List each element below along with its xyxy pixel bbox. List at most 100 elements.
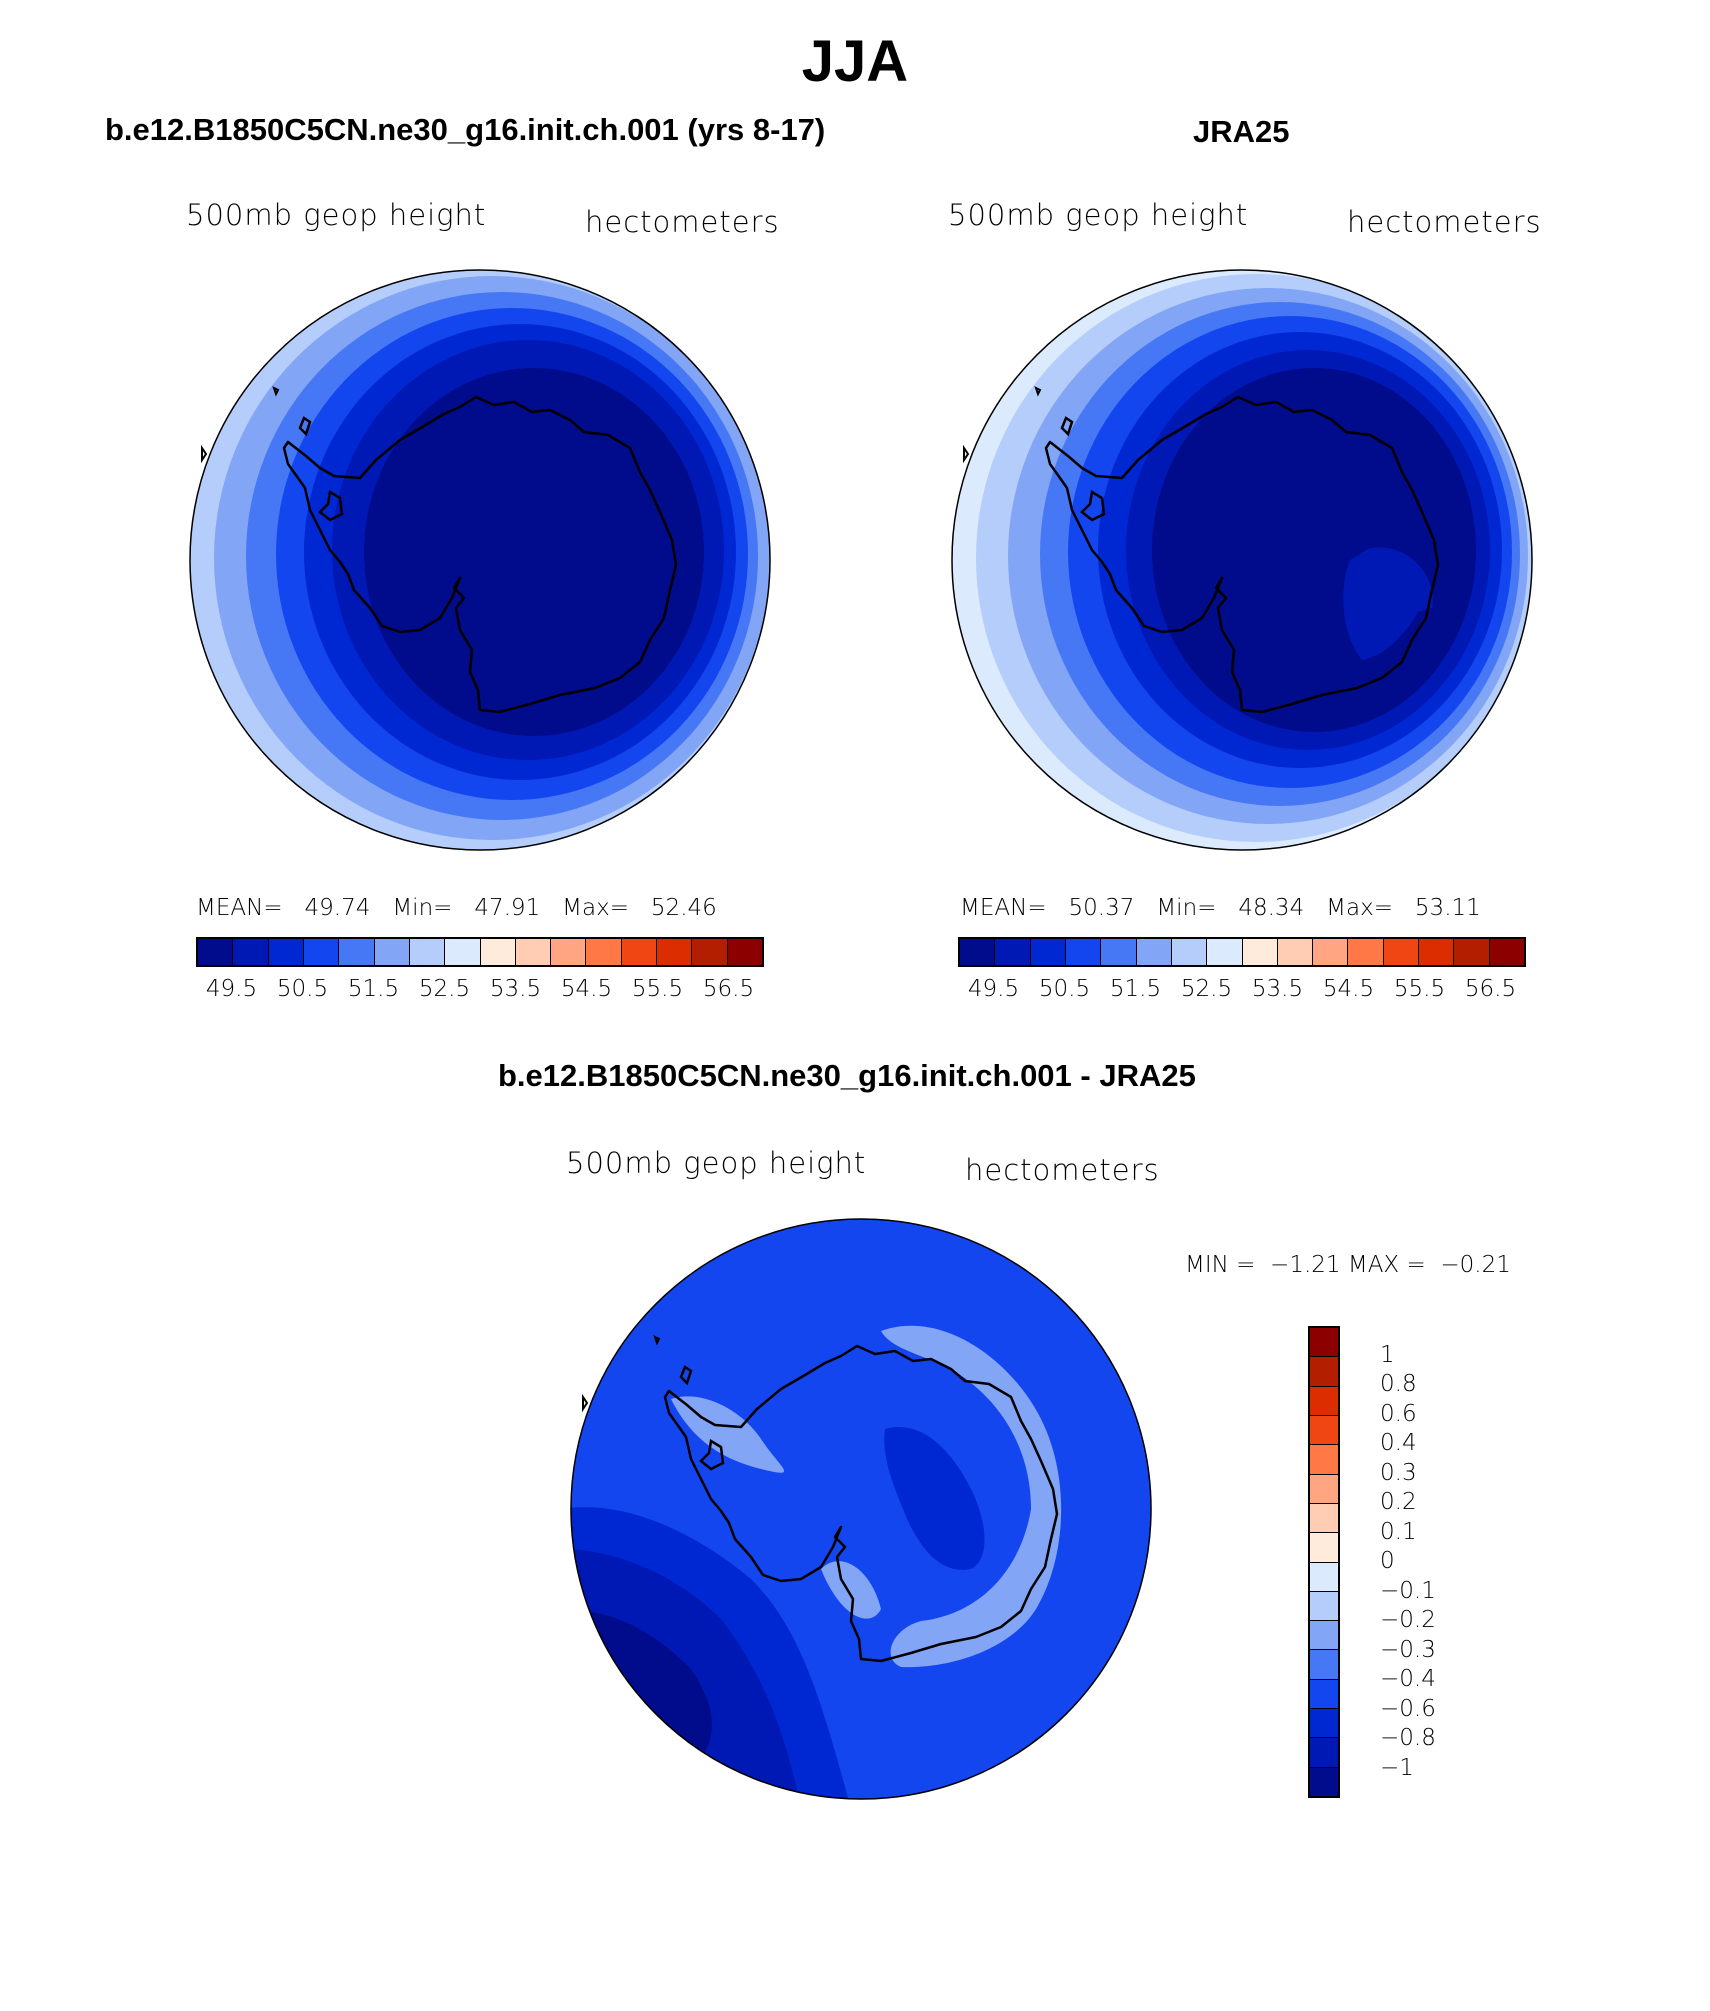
- right-variable-label: 500mb geop height: [948, 198, 1249, 232]
- left-mean-value: 49.74: [304, 895, 371, 921]
- colorbar-tick-label: −0.6: [1380, 1695, 1436, 1722]
- diff-colorbar: [1308, 1326, 1340, 1798]
- colorbar-tick-label: 55.5: [1393, 976, 1446, 1002]
- diff-panel-title: b.e12.B1850C5CN.ne30_g16.init.ch.001 - J…: [498, 1058, 1196, 1093]
- colorbar-swatch: [1310, 1650, 1338, 1680]
- colorbar-swatch: [198, 939, 234, 965]
- colorbar-tick-label: 49.5: [967, 976, 1020, 1002]
- colorbar-tick-label: 0.6: [1380, 1400, 1417, 1427]
- right-units-label: hectometers: [1347, 205, 1542, 239]
- right-min-value: 48.34: [1238, 895, 1305, 921]
- left-panel-title: b.e12.B1850C5CN.ne30_g16.init.ch.001 (yr…: [105, 112, 826, 147]
- right-mean-value: 50.37: [1068, 895, 1135, 921]
- colorbar-tick-label: 54.5: [560, 976, 613, 1002]
- colorbar-tick-label: 51.5: [347, 976, 400, 1002]
- colorbar-swatch: [515, 939, 552, 965]
- geopotential-contour-band: [1343, 547, 1433, 660]
- geopotential-contour-band: [1152, 368, 1476, 732]
- colorbar-tick-label: 1: [1380, 1341, 1395, 1368]
- colorbar-tick-label: 0.4: [1380, 1430, 1417, 1456]
- colorbar-swatch: [409, 939, 446, 965]
- left-min-label: Min=: [392, 895, 453, 921]
- colorbar-tick-label: −0.4: [1380, 1666, 1436, 1692]
- left-variable-label: 500mb geop height: [186, 198, 487, 232]
- colorbar-swatch: [1310, 1738, 1338, 1768]
- colorbar-swatch: [727, 939, 762, 965]
- colorbar-swatch: [1419, 939, 1455, 965]
- right-panel-title: JRA25: [1193, 114, 1290, 149]
- colorbar-swatch: [586, 939, 622, 965]
- colorbar-swatch: [233, 939, 269, 965]
- right-stats: MEAN= 50.37 Min= 48.34 Max= 53.11: [960, 895, 1481, 921]
- colorbar-swatch: [1454, 939, 1490, 965]
- diff-max-value: −0.21: [1440, 1252, 1511, 1278]
- colorbar-swatch: [1310, 1562, 1338, 1592]
- colorbar-tick-label: 50.5: [1038, 976, 1091, 1002]
- left-max-label: Max=: [562, 895, 629, 921]
- colorbar-swatch: [551, 939, 587, 965]
- right-polar-map: [951, 269, 1533, 851]
- colorbar-tick-label: 51.5: [1109, 976, 1162, 1002]
- left-colorbar: [196, 937, 764, 967]
- difference-field: [571, 1219, 1151, 1799]
- colorbar-swatch: [1101, 939, 1137, 965]
- colorbar-swatch: [1310, 1591, 1338, 1622]
- right-colorbar: [958, 937, 1526, 967]
- colorbar-swatch: [1171, 939, 1208, 965]
- left-max-value: 52.46: [650, 895, 717, 921]
- colorbar-swatch: [621, 939, 658, 965]
- map-boundary: [570, 1218, 1152, 1800]
- right-mean-label: MEAN=: [960, 895, 1047, 921]
- colorbar-swatch: [960, 939, 996, 965]
- colorbar-swatch: [1489, 939, 1524, 965]
- right-max-value: 53.11: [1414, 895, 1481, 921]
- colorbar-tick-label: 0.1: [1380, 1518, 1417, 1545]
- colorbar-swatch: [1207, 939, 1243, 965]
- antarctica-coastline: [663, 1344, 1059, 1663]
- colorbar-swatch: [692, 939, 728, 965]
- colorbar-swatch: [268, 939, 304, 965]
- colorbar-tick-label: 55.5: [631, 976, 684, 1002]
- colorbar-swatch: [1383, 939, 1420, 965]
- colorbar-swatch: [1310, 1415, 1338, 1446]
- colorbar-tick-label: 49.5: [205, 976, 258, 1002]
- colorbar-swatch: [303, 939, 340, 965]
- colorbar-swatch: [1310, 1386, 1338, 1416]
- diff-colorbar-ticks: 1 0.8 0.6 0.4 0.3 0.2 0.1 0 −0.1 −0.2 −0.3 −0.4 −0.6…: [1380, 1326, 1500, 1798]
- colorbar-tick-label: 53.5: [1251, 976, 1304, 1002]
- peninsula-islands: [679, 1365, 725, 1471]
- left-min-value: 47.91: [474, 895, 541, 921]
- colorbar-swatch: [1310, 1709, 1338, 1739]
- difference-contour-band: [884, 1427, 985, 1570]
- left-mean-label: MEAN=: [196, 895, 283, 921]
- colorbar-tick-label: −1: [1380, 1754, 1414, 1781]
- difference-contour-band: [821, 1561, 881, 1619]
- diff-variable-label: 500mb geop height: [566, 1146, 867, 1180]
- colorbar-tick-label: 0.2: [1380, 1489, 1417, 1515]
- colorbar-tick-label: −0.2: [1380, 1607, 1436, 1633]
- colorbar-tick-label: 50.5: [276, 976, 329, 1002]
- small-islands: [201, 386, 280, 464]
- colorbar-tick-label: 0.3: [1380, 1459, 1417, 1486]
- right-min-label: Min=: [1156, 895, 1217, 921]
- colorbar-tick-label: 0.8: [1380, 1371, 1417, 1397]
- figure-title: JJA: [801, 29, 909, 94]
- small-islands: [963, 386, 1042, 464]
- colorbar-swatch: [374, 939, 410, 965]
- peninsula-islands: [298, 416, 344, 522]
- colorbar-swatch: [1277, 939, 1314, 965]
- diff-stats: MIN = −1.21 MAX = −0.21: [1185, 1252, 1511, 1278]
- diff-min-label: MIN =: [1185, 1252, 1256, 1278]
- colorbar-swatch: [1310, 1679, 1338, 1710]
- left-stats: MEAN= 49.74 Min= 47.91 Max= 52.46: [196, 895, 717, 921]
- colorbar-swatch: [1065, 939, 1102, 965]
- colorbar-swatch: [1310, 1767, 1338, 1796]
- colorbar-swatch: [1313, 939, 1349, 965]
- colorbar-tick-label: 56.5: [702, 976, 755, 1002]
- map-boundary: [189, 269, 771, 851]
- colorbar-tick-label: −0.8: [1380, 1725, 1436, 1751]
- colorbar-swatch: [1348, 939, 1384, 965]
- small-islands: [582, 1335, 661, 1413]
- colorbar-tick-label: 0: [1380, 1548, 1395, 1574]
- diff-max-label: MAX =: [1347, 1252, 1426, 1278]
